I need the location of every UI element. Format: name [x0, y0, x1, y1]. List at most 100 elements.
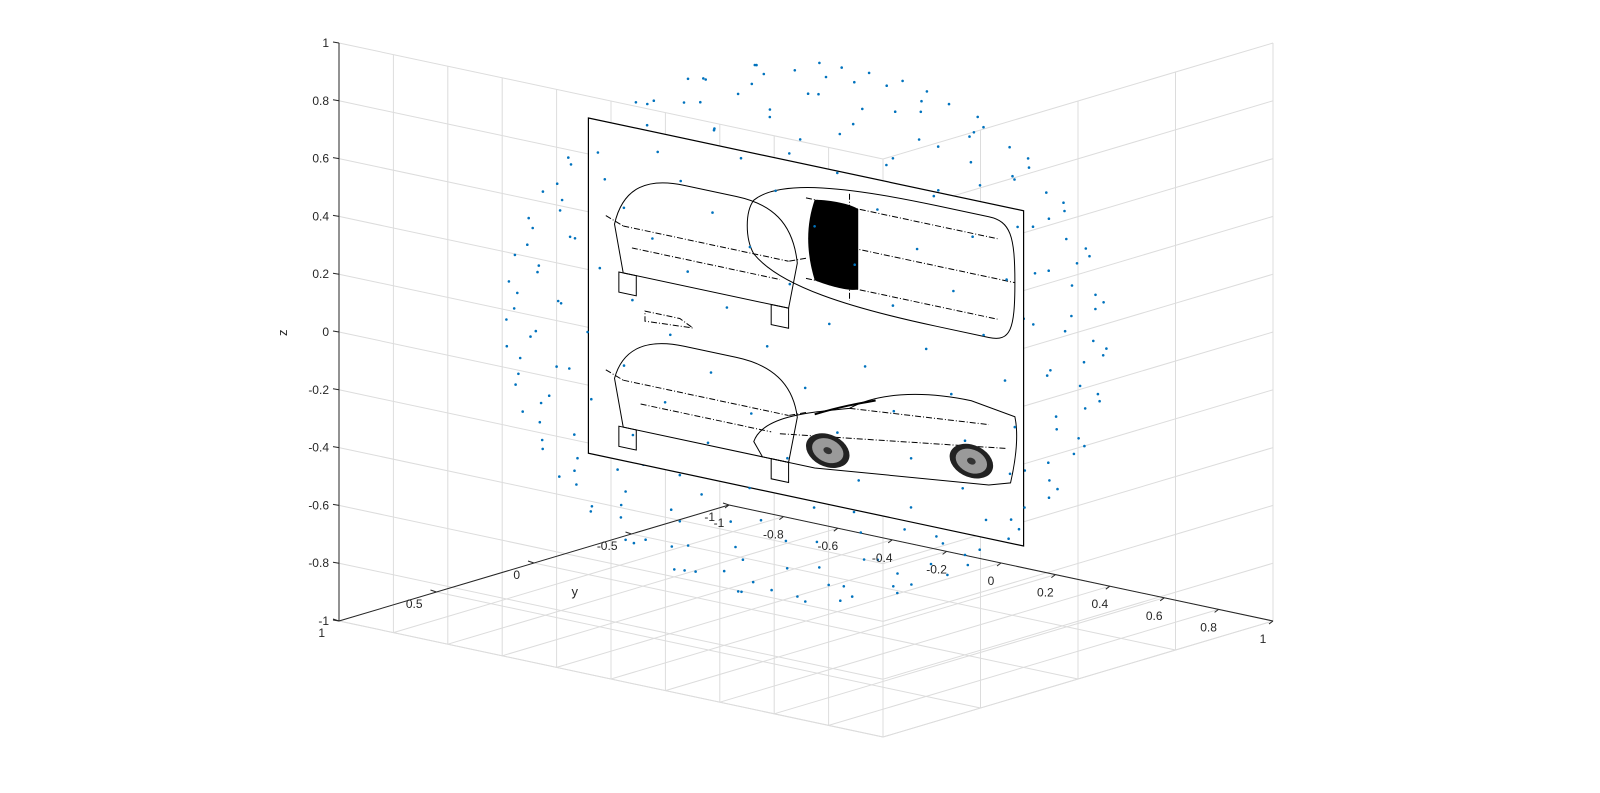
data-point	[920, 99, 923, 103]
data-point	[935, 535, 938, 538]
x-tick-label: 0	[988, 574, 995, 588]
data-point	[750, 82, 754, 86]
data-point	[857, 479, 860, 482]
data-point	[567, 156, 570, 159]
y-tick-label: 0.5	[406, 597, 423, 611]
x-tick	[1268, 620, 1274, 625]
z-tick-label: 0	[322, 325, 329, 339]
data-point	[646, 102, 649, 106]
z-tick-label: 0.4	[312, 209, 329, 223]
data-point	[1049, 369, 1052, 372]
data-point	[1011, 174, 1014, 178]
x-tick-label: -0.6	[817, 539, 838, 553]
data-point	[863, 365, 867, 368]
data-point	[896, 572, 899, 575]
z-tick-label: 0.6	[312, 152, 329, 166]
image-stroke	[747, 165, 1015, 343]
data-point	[555, 365, 558, 368]
data-point	[644, 538, 647, 541]
data-point	[924, 347, 928, 351]
data-point	[876, 208, 879, 211]
data-point	[518, 356, 522, 360]
data-point	[917, 138, 921, 141]
data-point	[598, 266, 602, 270]
data-point	[748, 245, 752, 249]
x-tick-label: 0.8	[1200, 620, 1217, 634]
z-tick	[332, 272, 340, 275]
data-point	[1092, 339, 1095, 343]
data-point	[670, 545, 674, 548]
image-stroke	[606, 370, 806, 440]
data-point	[828, 322, 831, 326]
z-tick-label: 1	[322, 36, 329, 50]
data-point	[892, 409, 896, 413]
data-point	[838, 132, 842, 136]
data-point	[699, 100, 702, 104]
data-point	[785, 567, 789, 570]
data-point	[700, 493, 703, 496]
data-point	[978, 548, 981, 551]
data-point	[796, 595, 799, 598]
data-point	[1101, 354, 1105, 357]
data-point	[624, 490, 627, 493]
data-point	[885, 163, 888, 167]
data-point	[901, 79, 904, 83]
z-tick-label: 0.2	[312, 267, 329, 281]
data-point	[947, 102, 951, 106]
data-point	[541, 447, 544, 451]
data-point	[896, 591, 899, 595]
data-point	[1027, 166, 1031, 169]
data-point	[573, 433, 576, 436]
data-point	[1096, 392, 1100, 396]
x-tick	[942, 551, 947, 555]
data-point	[1063, 329, 1067, 333]
tick-labels: -1-0.8-0.6-0.4-0.200.20.40.60.81-1-0.500…	[308, 36, 1266, 646]
x-tick	[1159, 597, 1165, 602]
data-point	[739, 156, 743, 160]
data-point	[573, 469, 576, 473]
data-point	[526, 243, 529, 246]
data-point	[573, 237, 577, 240]
data-point	[1013, 425, 1017, 429]
data-point	[1075, 262, 1079, 265]
data-point	[711, 211, 714, 214]
data-point	[725, 306, 729, 309]
data-point	[603, 178, 607, 181]
data-point	[784, 539, 788, 543]
data-point	[1005, 278, 1008, 281]
data-point	[568, 367, 571, 370]
data-point	[806, 92, 810, 95]
data-point	[1082, 360, 1086, 364]
data-point	[798, 138, 802, 141]
data-point	[815, 540, 819, 544]
x-tick	[1051, 574, 1056, 578]
data-point	[1065, 237, 1068, 241]
z-tick	[332, 41, 340, 44]
data-point	[1017, 527, 1021, 531]
z-tick	[332, 561, 340, 564]
data-point	[722, 569, 726, 573]
data-point	[1102, 301, 1105, 304]
y-tick	[625, 531, 632, 535]
gridline-y	[338, 620, 884, 738]
data-point	[925, 90, 929, 93]
data-point	[968, 135, 971, 138]
z-tick	[332, 214, 340, 217]
data-point	[529, 335, 532, 338]
data-point	[818, 566, 821, 569]
data-point	[704, 78, 707, 81]
data-point	[527, 216, 530, 220]
data-point	[813, 225, 816, 228]
z-tick	[332, 446, 340, 449]
car-blueprint-image	[587, 117, 1025, 547]
data-point	[909, 457, 913, 460]
data-point	[596, 151, 600, 154]
data-point	[748, 486, 751, 490]
data-point	[788, 152, 791, 155]
image-stroke	[615, 170, 798, 310]
z-tick	[332, 503, 340, 506]
data-point	[1054, 415, 1058, 418]
data-point	[859, 531, 863, 534]
x-tick-label: 0.4	[1091, 597, 1108, 611]
data-point	[686, 77, 690, 81]
